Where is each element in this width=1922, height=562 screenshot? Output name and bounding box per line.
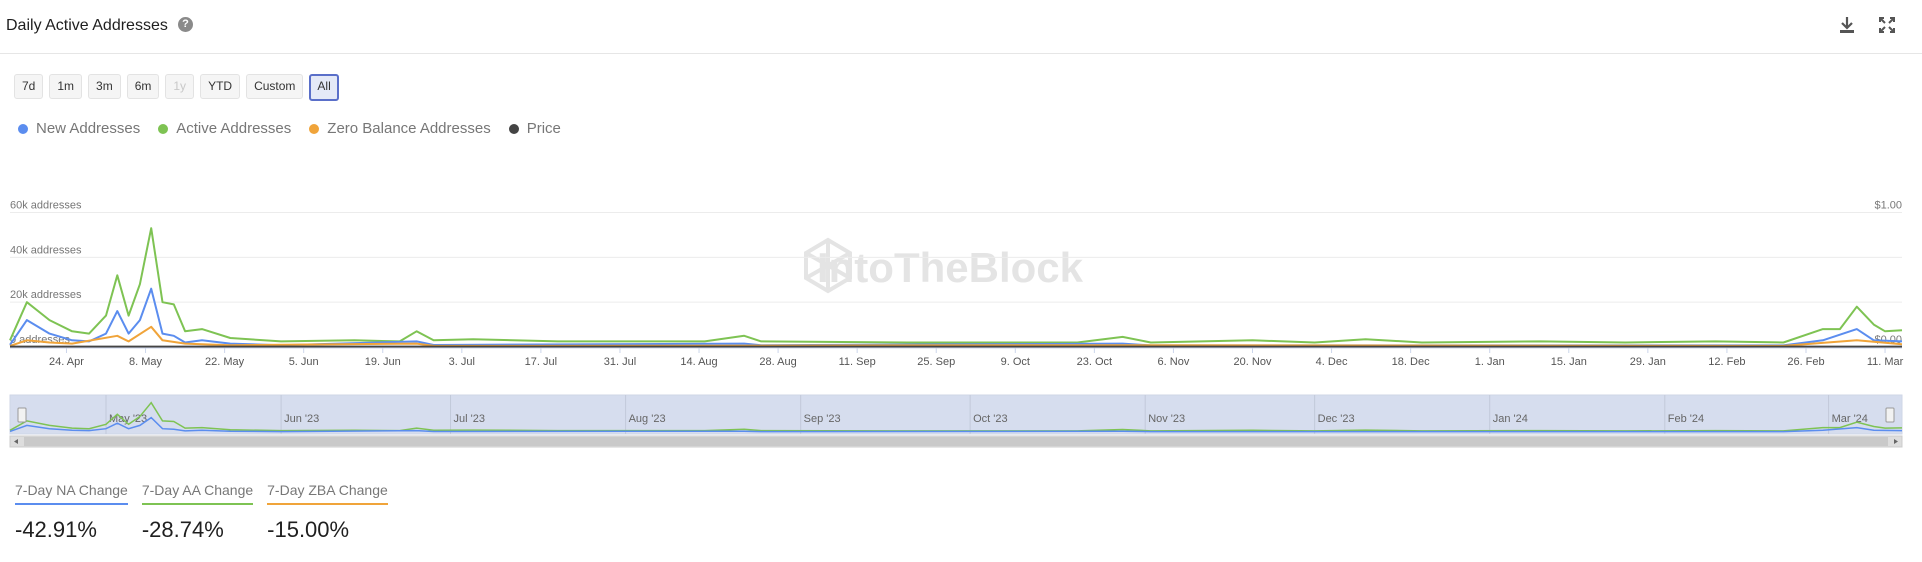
navigator-label: Oct '23 bbox=[973, 413, 1008, 425]
legend-marker-icon bbox=[508, 123, 519, 134]
range-button-custom[interactable]: Custom bbox=[246, 74, 304, 99]
x-tick-label: 29. Jan bbox=[1630, 356, 1666, 368]
range-button-1m[interactable]: 1m bbox=[49, 74, 83, 99]
navigator-label: Jul '23 bbox=[454, 413, 485, 425]
scrollbar-thumb[interactable] bbox=[24, 437, 1888, 446]
stat-value: -42.91% bbox=[15, 517, 97, 542]
x-tick-label: 4. Dec bbox=[1316, 356, 1348, 368]
y-right-tick-label: $1.00 bbox=[1874, 200, 1902, 212]
y-tick-label: 40k addresses bbox=[10, 244, 82, 256]
x-tick-label: 22. May bbox=[205, 356, 245, 368]
range-button-3m[interactable]: 3m bbox=[88, 74, 121, 99]
stat-label: 7-Day AA Change bbox=[141, 482, 254, 505]
help-icon[interactable]: ? bbox=[178, 17, 193, 32]
legend-item[interactable]: New Addresses bbox=[18, 120, 140, 137]
navigator-label: Aug '23 bbox=[629, 413, 666, 425]
stat-label: 7-Day ZBA Change bbox=[267, 482, 388, 505]
x-tick-label: 24. Apr bbox=[49, 356, 84, 368]
stat-card: 7-Day AA Change -28.74% bbox=[141, 482, 254, 543]
navigator-handle[interactable] bbox=[1885, 407, 1895, 423]
stat-label: 7-Day NA Change bbox=[15, 482, 128, 505]
stats-row: 7-Day NA Change -42.91% 7-Day AA Change -28… bbox=[15, 482, 388, 543]
page-title: Daily Active Addresses bbox=[6, 17, 168, 34]
x-tick-label: 9. Oct bbox=[1001, 356, 1030, 368]
legend-label: Zero Balance Addresses bbox=[327, 120, 491, 137]
navigator-label: Sep '23 bbox=[804, 413, 841, 425]
watermark: IntoTheBlock bbox=[817, 244, 1084, 291]
chart-header: Daily Active Addresses ? bbox=[0, 0, 1922, 54]
x-tick-label: 19. Jun bbox=[365, 356, 401, 368]
x-tick-label: 17. Jul bbox=[525, 356, 557, 368]
navigator-series-line bbox=[9, 416, 1903, 433]
series-line bbox=[9, 287, 1903, 347]
series-line bbox=[9, 227, 1903, 344]
stat-card: 7-Day ZBA Change -15.00% bbox=[267, 482, 388, 543]
navigator-label: Jan '24 bbox=[1493, 413, 1528, 425]
navigator-handle[interactable] bbox=[17, 407, 27, 423]
x-tick-label: 28. Aug bbox=[759, 356, 796, 368]
x-tick-label: 12. Feb bbox=[1708, 356, 1745, 368]
legend-item[interactable]: Price bbox=[508, 120, 561, 137]
fullscreen-icon[interactable] bbox=[1876, 14, 1898, 36]
range-button-all[interactable]: All bbox=[309, 74, 339, 101]
x-tick-label: 18. Dec bbox=[1392, 356, 1430, 368]
legend-marker-icon bbox=[309, 123, 320, 134]
navigator-label: Jun '23 bbox=[284, 413, 319, 425]
stat-card: 7-Day NA Change -42.91% bbox=[15, 482, 128, 543]
y-tick-label: 60k addresses bbox=[10, 200, 82, 212]
x-tick-label: 8. May bbox=[129, 356, 163, 368]
y-tick-label: 20k addresses bbox=[10, 289, 82, 301]
scroll-left-arrow-icon[interactable] bbox=[14, 439, 18, 444]
legend-item[interactable]: Zero Balance Addresses bbox=[309, 120, 491, 137]
legend-marker-icon bbox=[158, 123, 169, 134]
navigator-label: Dec '23 bbox=[1318, 413, 1355, 425]
range-button-7d[interactable]: 7d bbox=[14, 74, 44, 99]
legend-label: Price bbox=[526, 120, 561, 137]
legend-item[interactable]: Active Addresses bbox=[158, 120, 291, 137]
x-tick-label: 11. Sep bbox=[839, 356, 876, 368]
x-tick-label: 6. Nov bbox=[1158, 356, 1190, 368]
x-tick-label: 15. Jan bbox=[1551, 356, 1587, 368]
x-tick-label: 26. Feb bbox=[1787, 356, 1824, 368]
x-tick-label: 11. Mar bbox=[1867, 356, 1904, 368]
chart-svg: IntoTheBlock 0 addresses 20k addresses 40k… bbox=[9, 200, 1904, 448]
legend-label: New Addresses bbox=[36, 120, 141, 137]
range-button-ytd[interactable]: YTD bbox=[200, 74, 241, 99]
x-tick-label: 20. Nov bbox=[1234, 356, 1272, 368]
x-tick-label: 31. Jul bbox=[604, 356, 636, 368]
range-button-6m[interactable]: 6m bbox=[126, 74, 160, 99]
x-tick-label: 1. Jan bbox=[1475, 356, 1505, 368]
range-selector: 7d 1m 3m 6m 1y YTD Custom All bbox=[14, 74, 339, 101]
navigator-series-line bbox=[9, 401, 1903, 432]
x-tick-label: 5. Jun bbox=[289, 356, 319, 368]
stat-value: -15.00% bbox=[267, 517, 350, 542]
x-tick-label: 3. Jul bbox=[449, 356, 475, 368]
x-tick-label: 25. Sep bbox=[917, 356, 955, 368]
x-tick-label: 23. Oct bbox=[1077, 356, 1112, 368]
navigator-mask bbox=[9, 394, 1903, 435]
stat-value: -28.74% bbox=[141, 517, 224, 542]
legend-label: Active Addresses bbox=[176, 120, 292, 137]
x-tick-label: 14. Aug bbox=[680, 356, 717, 368]
navigator-label: Nov '23 bbox=[1148, 413, 1185, 425]
download-icon[interactable] bbox=[1836, 14, 1858, 36]
y-tick-label: 0 addresses bbox=[10, 334, 70, 346]
series-line bbox=[9, 325, 1903, 347]
range-button-1y: 1y bbox=[165, 74, 195, 99]
legend-marker-icon bbox=[18, 123, 28, 134]
chart-legend: New Addresses Active Addresses Zero Balanc… bbox=[18, 120, 561, 137]
scroll-right-arrow-icon[interactable] bbox=[1894, 439, 1898, 444]
navigator-label: Feb '24 bbox=[1668, 413, 1704, 425]
